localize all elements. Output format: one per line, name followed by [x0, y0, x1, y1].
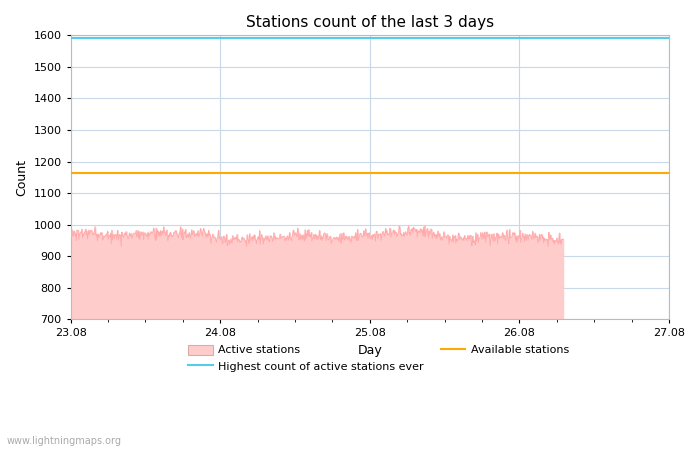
Title: Stations count of the last 3 days: Stations count of the last 3 days — [246, 15, 494, 30]
Legend: Active stations, Highest count of active stations ever, Available stations: Active stations, Highest count of active… — [184, 340, 573, 376]
Text: www.lightningmaps.org: www.lightningmaps.org — [7, 436, 122, 446]
X-axis label: Day: Day — [358, 344, 382, 357]
Y-axis label: Count: Count — [15, 159, 28, 196]
